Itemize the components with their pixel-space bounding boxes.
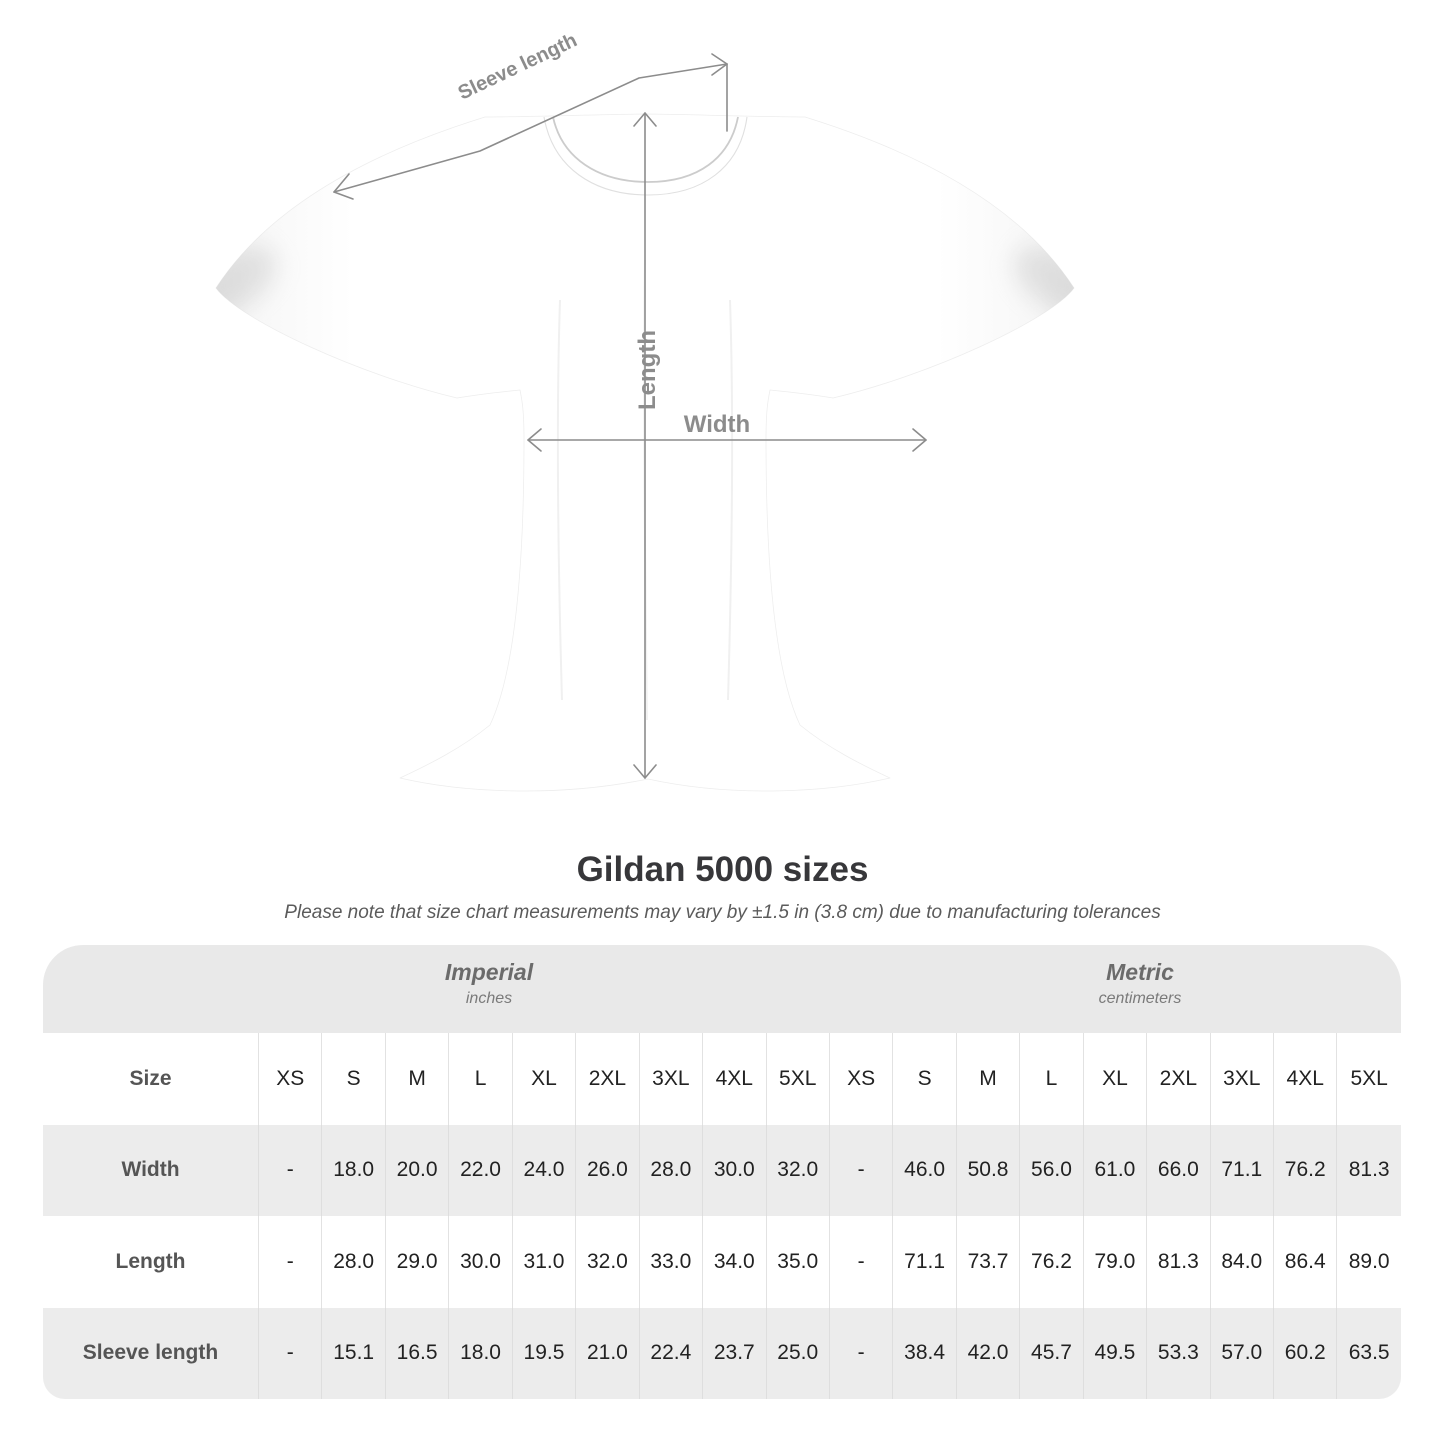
svg-text:Sleeve length: Sleeve length	[455, 29, 581, 104]
svg-text:Width: Width	[684, 411, 750, 438]
svg-text:Length: Length	[634, 330, 661, 410]
